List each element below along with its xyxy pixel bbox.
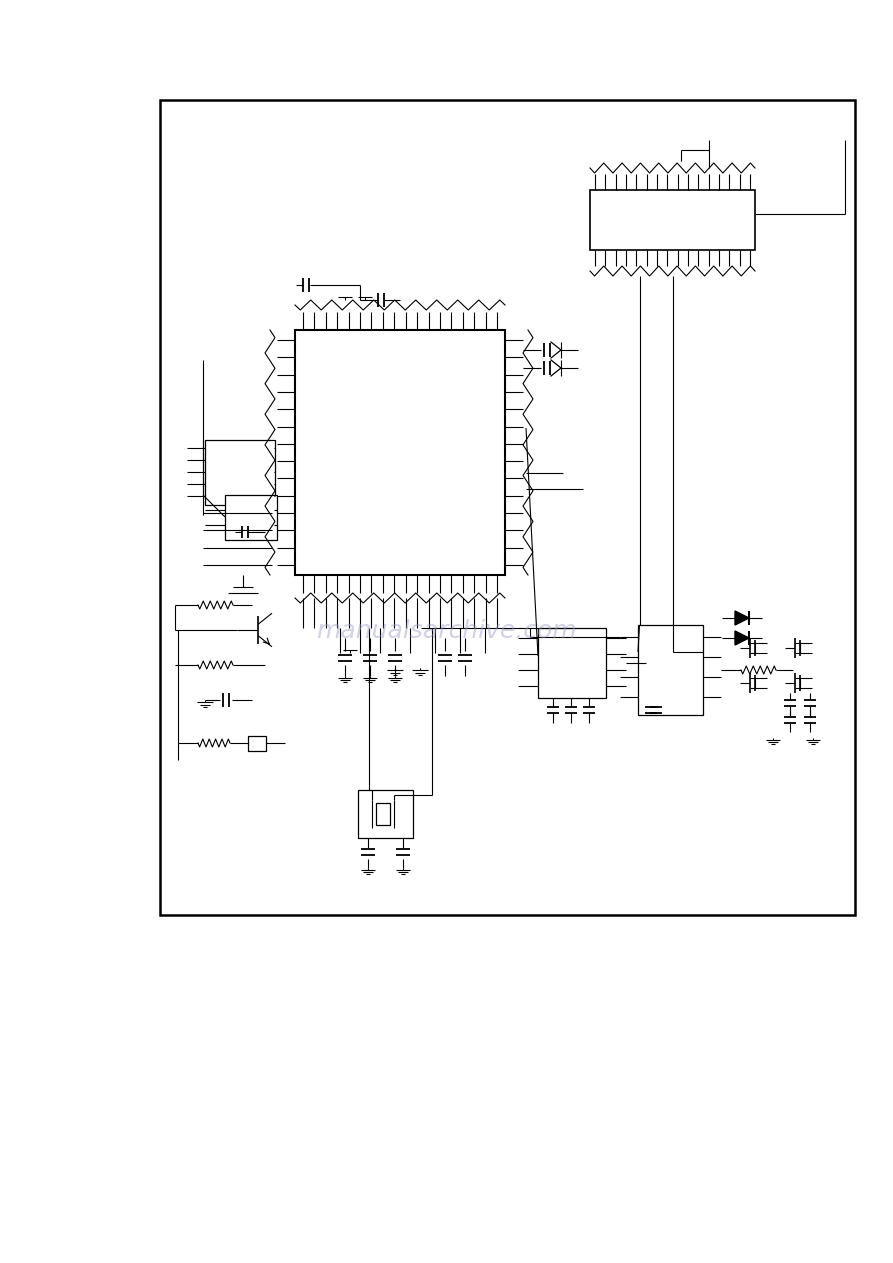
- Bar: [225, 495, 277, 541]
- Bar: [248, 736, 266, 751]
- Polygon shape: [735, 632, 749, 645]
- Bar: [538, 628, 606, 698]
- Polygon shape: [735, 611, 749, 625]
- Bar: [590, 189, 755, 250]
- Bar: [205, 440, 275, 505]
- Bar: [358, 789, 413, 837]
- Bar: [160, 100, 855, 914]
- Text: manualsarchive.com: manualsarchive.com: [316, 619, 577, 644]
- Bar: [295, 330, 505, 575]
- Bar: [376, 803, 390, 825]
- Bar: [638, 625, 703, 715]
